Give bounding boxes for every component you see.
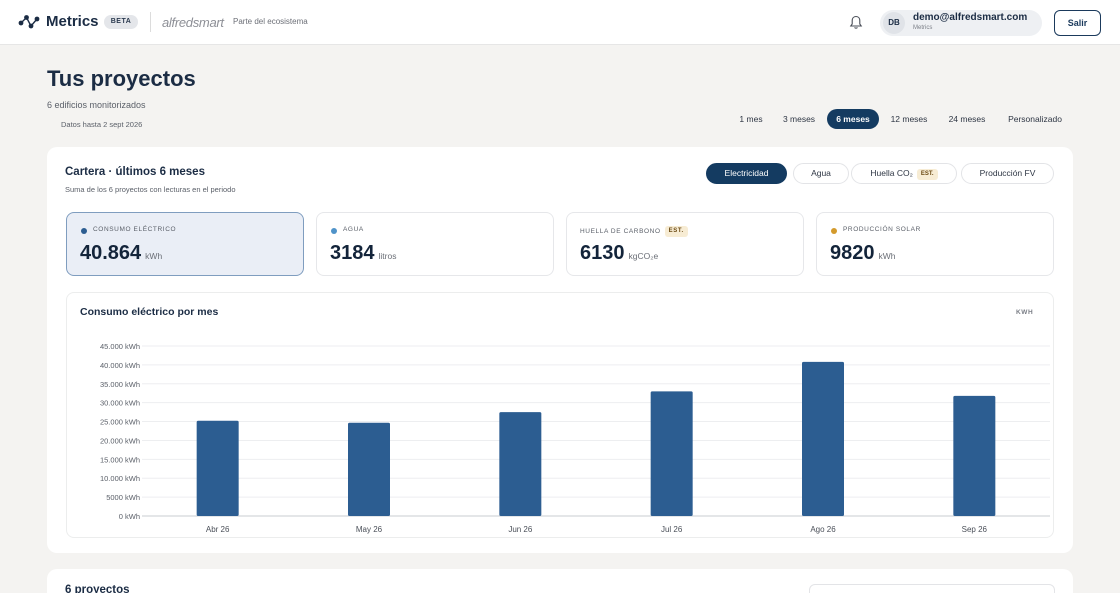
- brand-tagline: Parte del ecosistema: [233, 17, 308, 26]
- top-header: Metrics BETA alfredsmart Parte del ecosi…: [0, 0, 1120, 45]
- y-tick-label: 5000 kWh: [106, 493, 140, 502]
- page-title: Tus proyectos: [47, 66, 196, 91]
- beta-badge: BETA: [104, 15, 138, 29]
- kpi-water-value-wrap: 3184 litros: [330, 242, 396, 265]
- kpi-electricity-unit: kWh: [145, 251, 163, 261]
- data-date-label: Datos hasta 2 sept 2026: [61, 120, 143, 129]
- kpi-electricity-dot: [81, 228, 87, 234]
- period-24-meses[interactable]: 24 meses: [948, 114, 986, 124]
- header-divider: [150, 12, 151, 32]
- period-selector: 1 mes 3 meses 6 meses 12 meses 24 meses …: [0, 109, 1120, 129]
- y-tick-label: 0 kWh: [119, 512, 140, 521]
- page-subtitle: 6 edificios monitorizados: [47, 100, 146, 110]
- tab-carbon-est-badge: EST.: [916, 169, 938, 180]
- y-tick-label: 30.000 kWh: [100, 399, 140, 408]
- bar-may-26[interactable]: [348, 422, 390, 516]
- portfolio-title: Cartera · últimos 6 meses: [65, 166, 205, 178]
- chart-unit-tag: KWH: [1016, 309, 1034, 316]
- y-tick-label: 35.000 kWh: [100, 380, 140, 389]
- tab-solar[interactable]: Producción FV: [961, 163, 1054, 184]
- tab-carbon[interactable]: Huella CO₂ EST.: [851, 163, 957, 184]
- period-12-meses[interactable]: 12 meses: [890, 114, 928, 124]
- kpi-electricity-value: 40.864: [80, 242, 142, 264]
- chart-title: Consumo eléctrico por mes: [80, 306, 219, 318]
- kpi-carbon-label: HUELLA DE CARBONO: [580, 228, 661, 235]
- tab-water[interactable]: Agua: [793, 163, 849, 184]
- y-tick-label: 15.000 kWh: [100, 455, 140, 464]
- kpi-water-dot: [331, 228, 337, 234]
- x-tick-label: Sep 26: [962, 525, 988, 534]
- kpi-carbon-label-wrap: HUELLA DE CARBONO EST.: [580, 226, 688, 237]
- period-6-meses[interactable]: 6 meses: [827, 109, 879, 129]
- projects-search-input[interactable]: [809, 584, 1055, 593]
- bar-ago-26[interactable]: [802, 361, 844, 516]
- kpi-electricity-card[interactable]: CONSUMO ELÉCTRICO 40.864 kWh: [66, 212, 304, 276]
- kpi-carbon-value-wrap: 6130 kgCO₂e: [580, 242, 658, 265]
- user-app-label: Metrics: [913, 25, 933, 31]
- app-name[interactable]: Metrics: [46, 13, 99, 30]
- projects-title: 6 proyectos: [65, 584, 130, 593]
- period-1-mes[interactable]: 1 mes: [739, 114, 763, 124]
- x-tick-label: Ago 26: [810, 525, 836, 534]
- bar-sep-26[interactable]: [953, 395, 996, 516]
- x-tick-label: May 26: [356, 525, 383, 534]
- user-menu[interactable]: [880, 10, 1042, 36]
- kpi-water-value: 3184: [330, 242, 375, 264]
- y-tick-label: 45.000 kWh: [100, 342, 140, 351]
- kpi-solar-card[interactable]: PRODUCCIÓN SOLAR 9820 kWh: [816, 212, 1054, 276]
- kpi-carbon-value: 6130: [580, 242, 625, 264]
- x-tick-label: Jun 26: [508, 525, 533, 534]
- user-email: demo@alfredsmart.com: [913, 12, 1028, 23]
- avatar[interactable]: DB: [883, 12, 905, 34]
- y-tick-label: 20.000 kWh: [100, 436, 140, 445]
- bar-jul-26[interactable]: [650, 391, 693, 516]
- metrics-logo-icon: [18, 15, 40, 29]
- y-tick-label: 10.000 kWh: [100, 474, 140, 483]
- kpi-solar-value: 9820: [830, 242, 875, 264]
- kpi-solar-dot: [831, 228, 837, 234]
- x-tick-label: Abr 26: [206, 525, 230, 534]
- logout-button[interactable]: Salir: [1054, 10, 1101, 36]
- brand-logo: alfredsmart: [162, 15, 224, 30]
- x-tick-label: Jul 26: [661, 525, 683, 534]
- bar-jun-26[interactable]: [499, 412, 542, 516]
- y-tick-label: 40.000 kWh: [100, 361, 140, 370]
- kpi-solar-unit: kWh: [878, 251, 896, 261]
- kpi-carbon-est-badge: EST.: [664, 226, 688, 237]
- kpi-electricity-label: CONSUMO ELÉCTRICO: [93, 226, 177, 233]
- kpi-water-card[interactable]: AGUA 3184 litros: [316, 212, 554, 276]
- electricity-bar-chart: 0 kWh 5000 kWh 10.000 kWh 15.000 kWh 20.000 …: [100, 342, 1050, 534]
- portfolio-subtitle: Suma de los 6 proyectos con lecturas en …: [65, 185, 236, 194]
- tab-electricity[interactable]: Electricidad: [706, 163, 787, 184]
- kpi-solar-value-wrap: 9820 kWh: [830, 242, 896, 265]
- bar-abr-26[interactable]: [196, 420, 239, 516]
- kpi-carbon-card[interactable]: HUELLA DE CARBONO EST. 6130 kgCO₂e: [566, 212, 804, 276]
- kpi-solar-label: PRODUCCIÓN SOLAR: [843, 226, 921, 233]
- kpi-water-label: AGUA: [343, 226, 364, 233]
- y-tick-label: 25.000 kWh: [100, 418, 140, 427]
- bell-icon[interactable]: [849, 15, 863, 30]
- period-3-meses[interactable]: 3 meses: [782, 114, 816, 124]
- kpi-water-unit: litros: [378, 251, 397, 261]
- period-personalizado[interactable]: Personalizado: [1008, 114, 1062, 124]
- kpi-carbon-unit: kgCO₂e: [628, 251, 659, 261]
- kpi-electricity-value-wrap: 40.864 kWh: [80, 242, 162, 265]
- tab-carbon-label: Huella CO₂: [870, 168, 913, 178]
